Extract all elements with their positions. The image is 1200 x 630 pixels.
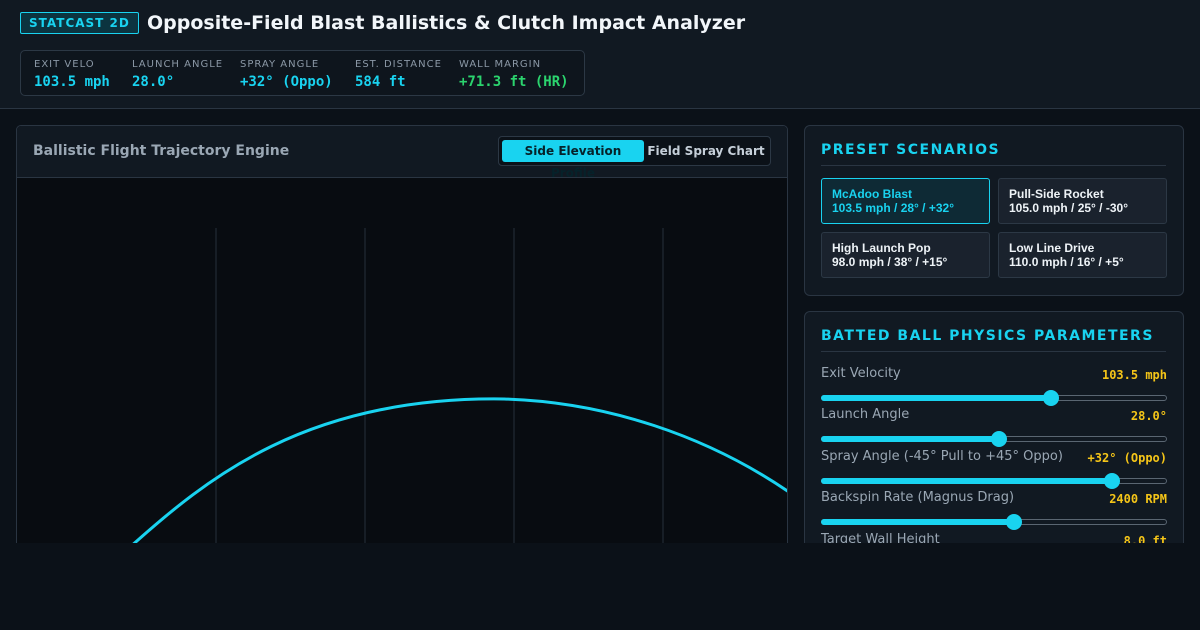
stat-value: 584 ft bbox=[355, 74, 406, 90]
spray-angle-slider[interactable] bbox=[821, 473, 1167, 489]
preset-high-launch-pop[interactable]: High Launch Pop 98.0 mph / 38° / +15° bbox=[821, 232, 990, 278]
trajectory-title: Ballistic Flight Trajectory Engine bbox=[33, 143, 290, 159]
trajectory-canvas bbox=[132, 228, 787, 543]
trajectory-panel-header: Ballistic Flight Trajectory Engine Side … bbox=[17, 126, 787, 180]
stats-bar: EXIT VELO 103.5 mph LAUNCH ANGLE 28.0° S… bbox=[20, 50, 585, 96]
param-target-wall-height: Target Wall Height 8.0 ft bbox=[821, 532, 1167, 543]
app-header: STATCAST 2D Opposite-Field Blast Ballist… bbox=[0, 0, 1200, 109]
brand-badge: STATCAST 2D bbox=[20, 12, 139, 34]
stat-spray-angle: SPRAY ANGLE +32° (Oppo) bbox=[240, 59, 333, 91]
slider-fill bbox=[821, 436, 1000, 442]
exit-velocity-slider[interactable] bbox=[821, 390, 1167, 406]
slider-fill bbox=[821, 519, 1015, 525]
param-value: 103.5 mph bbox=[1101, 368, 1167, 382]
panel-title: BATTED BALL PHYSICS PARAMETERS bbox=[821, 328, 1154, 344]
param-launch-angle: Launch Angle 28.0° bbox=[821, 407, 1167, 447]
trajectory-panel: Ballistic Flight Trajectory Engine Side … bbox=[16, 125, 788, 543]
slider-thumb[interactable] bbox=[1103, 473, 1120, 489]
preset-detail: 103.5 mph / 28° / +32° bbox=[832, 201, 954, 215]
backspin-rate-slider[interactable] bbox=[821, 514, 1167, 530]
slider-fill bbox=[821, 478, 1112, 484]
stat-label: WALL MARGIN bbox=[459, 59, 542, 70]
stat-value: +71.3 ft (HR) bbox=[459, 74, 569, 90]
preset-name: Low Line Drive bbox=[1009, 241, 1095, 255]
physics-parameters-panel: BATTED BALL PHYSICS PARAMETERS Exit Velo… bbox=[804, 311, 1184, 543]
param-exit-velocity: Exit Velocity 103.5 mph bbox=[821, 366, 1167, 406]
preset-name: McAdoo Blast bbox=[832, 187, 913, 201]
tab-field-spray-chart[interactable]: Field Spray Chart bbox=[647, 144, 765, 158]
param-label: Launch Angle bbox=[821, 407, 910, 422]
tab-side-elevation-profile[interactable]: Side Elevation Profile bbox=[502, 140, 644, 180]
stat-wall-margin: WALL MARGIN +71.3 ft (HR) bbox=[459, 59, 569, 91]
stat-exit-velo: EXIT VELO 103.5 mph bbox=[34, 59, 110, 91]
stat-label: EXIT VELO bbox=[34, 59, 95, 70]
preset-name: Pull-Side Rocket bbox=[1009, 187, 1104, 201]
stat-value: 103.5 mph bbox=[34, 74, 110, 90]
stat-launch-angle: LAUNCH ANGLE 28.0° bbox=[132, 59, 223, 91]
param-value: +32° (Oppo) bbox=[1087, 451, 1167, 465]
preset-pull-side-rocket[interactable]: Pull-Side Rocket 105.0 mph / 25° / -30° bbox=[998, 178, 1167, 224]
stat-est-distance: EST. DISTANCE 584 ft bbox=[355, 59, 442, 91]
slider-thumb[interactable] bbox=[1006, 514, 1023, 530]
param-spray-angle: Spray Angle (-45° Pull to +45° Oppo) +32… bbox=[821, 449, 1167, 489]
preset-detail: 98.0 mph / 38° / +15° bbox=[832, 255, 948, 269]
stat-value: +32° (Oppo) bbox=[240, 74, 333, 90]
slider-thumb[interactable] bbox=[991, 431, 1008, 447]
param-value: 2400 RPM bbox=[1109, 492, 1167, 506]
param-label: Target Wall Height bbox=[821, 532, 940, 543]
param-label: Backspin Rate (Magnus Drag) bbox=[821, 490, 1015, 505]
stat-value: 28.0° bbox=[132, 74, 175, 90]
param-label: Spray Angle (-45° Pull to +45° Oppo) bbox=[821, 449, 1063, 464]
panel-title: PRESET SCENARIOS bbox=[821, 142, 1001, 158]
stat-label: LAUNCH ANGLE bbox=[132, 59, 224, 70]
stat-label: EST. DISTANCE bbox=[355, 59, 442, 70]
preset-low-line-drive[interactable]: Low Line Drive 110.0 mph / 16° / +5° bbox=[998, 232, 1167, 278]
preset-scenarios-panel: PRESET SCENARIOS McAdoo Blast 103.5 mph … bbox=[804, 125, 1184, 296]
app-viewport: STATCAST 2D Opposite-Field Blast Ballist… bbox=[0, 0, 1200, 543]
param-backspin-rate: Backspin Rate (Magnus Drag) 2400 RPM bbox=[821, 490, 1167, 530]
flight-trajectory-path bbox=[132, 397, 787, 543]
slider-fill bbox=[821, 395, 1052, 401]
view-toggle: Side Elevation Profile Field Spray Chart bbox=[498, 136, 771, 180]
divider bbox=[821, 351, 1166, 352]
preset-detail: 110.0 mph / 16° / +5° bbox=[1009, 255, 1124, 269]
slider-thumb[interactable] bbox=[1043, 390, 1060, 406]
app-title: Opposite-Field Blast Ballistics & Clutch… bbox=[147, 12, 746, 34]
preset-name: High Launch Pop bbox=[832, 241, 931, 255]
launch-angle-slider[interactable] bbox=[821, 431, 1167, 447]
preset-detail: 105.0 mph / 25° / -30° bbox=[1009, 201, 1128, 215]
param-value: 8.0 ft bbox=[1123, 534, 1167, 543]
divider bbox=[821, 165, 1166, 166]
param-label: Exit Velocity bbox=[821, 366, 901, 381]
param-value: 28.0° bbox=[1130, 409, 1167, 423]
preset-mcadoo-blast[interactable]: McAdoo Blast 103.5 mph / 28° / +32° bbox=[821, 178, 990, 224]
stat-label: SPRAY ANGLE bbox=[240, 59, 320, 70]
